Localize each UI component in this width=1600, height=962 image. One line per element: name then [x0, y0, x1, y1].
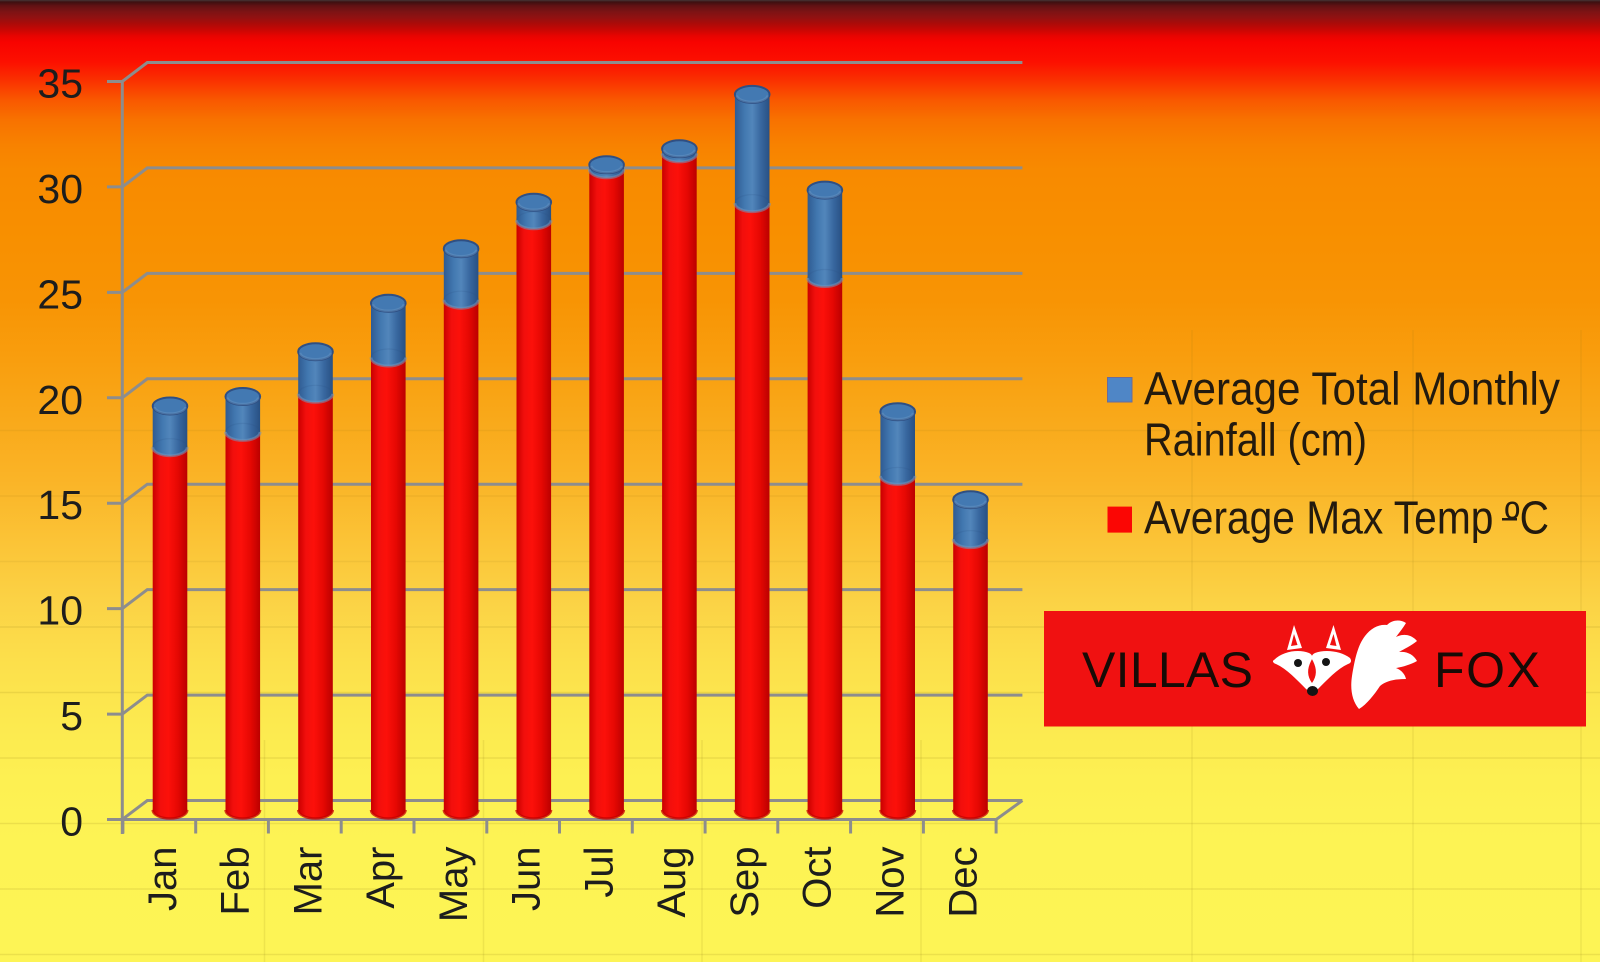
svg-text:Nov: Nov: [869, 847, 913, 918]
svg-text:Average Max Temp ºC: Average Max Temp ºC: [1144, 492, 1549, 544]
svg-text:Aug: Aug: [650, 847, 694, 918]
svg-text:Jan: Jan: [141, 847, 185, 912]
svg-text:35: 35: [37, 61, 83, 107]
svg-text:10: 10: [37, 588, 83, 634]
svg-text:Jun: Jun: [505, 847, 549, 912]
svg-text:15: 15: [37, 482, 83, 528]
svg-text:Feb: Feb: [214, 847, 258, 916]
svg-text:Sep: Sep: [723, 847, 767, 918]
svg-text:VILLAS: VILLAS: [1082, 642, 1253, 698]
svg-text:Dec: Dec: [941, 847, 985, 918]
svg-text:May: May: [432, 847, 476, 923]
svg-text:FOX: FOX: [1434, 642, 1540, 698]
svg-text:Apr: Apr: [359, 847, 403, 909]
svg-text:Jul: Jul: [577, 847, 621, 898]
svg-text:Average Total Monthly: Average Total Monthly: [1144, 363, 1560, 415]
svg-text:30: 30: [37, 166, 83, 212]
svg-text:0: 0: [60, 799, 83, 845]
svg-text:Rainfall (cm): Rainfall (cm): [1144, 414, 1367, 466]
svg-text:Mar: Mar: [286, 847, 330, 916]
svg-text:25: 25: [37, 271, 83, 317]
svg-text:Oct: Oct: [796, 847, 840, 909]
svg-text:20: 20: [37, 377, 83, 423]
svg-text:5: 5: [60, 693, 83, 739]
